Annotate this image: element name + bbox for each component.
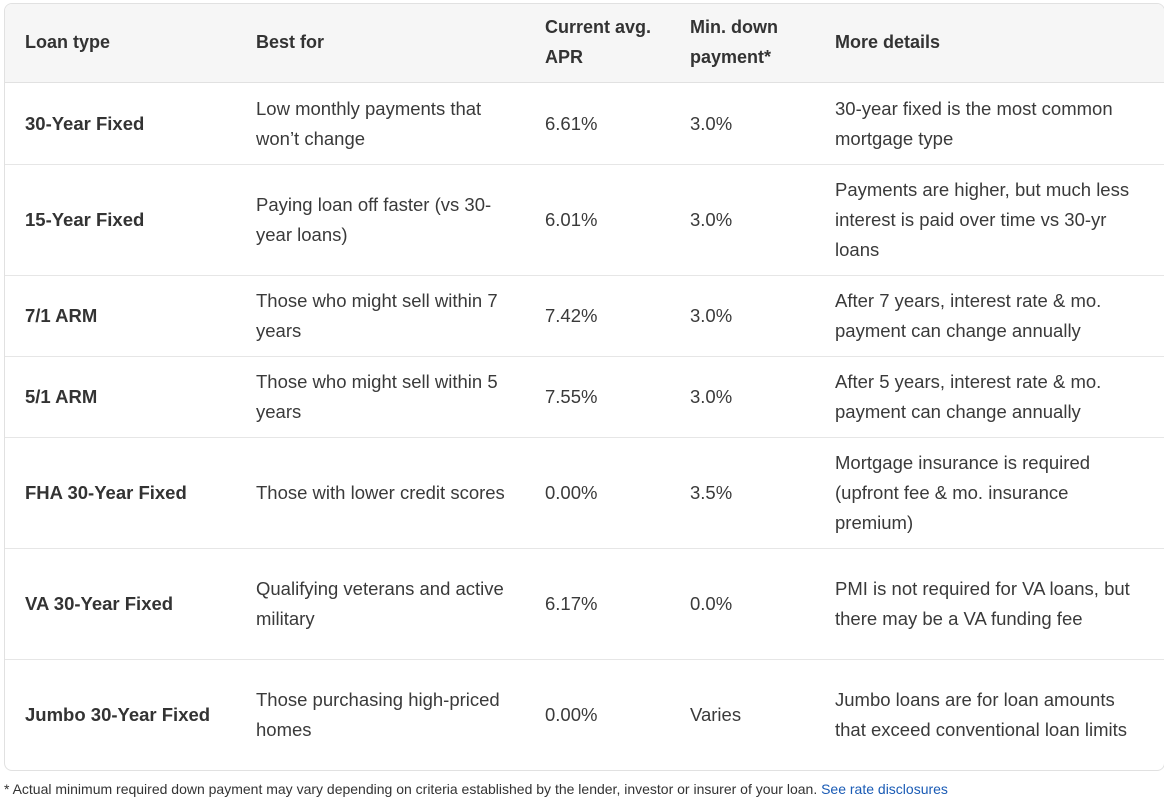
- table-row: VA 30-Year Fixed Qualifying veterans and…: [5, 548, 1164, 659]
- loan-type-cell: 5/1 ARM: [5, 356, 236, 437]
- apr-cell: 6.61%: [545, 112, 598, 134]
- header-best-for: Best for: [236, 4, 525, 83]
- down-payment-cell: 3.0%: [670, 164, 815, 275]
- rate-disclosures-link[interactable]: See rate disclosures: [821, 781, 948, 797]
- loan-type-cell: VA 30-Year Fixed: [5, 548, 236, 659]
- header-apr: Current avg. APR: [525, 4, 670, 83]
- down-payment-cell: 3.5%: [670, 437, 815, 548]
- loan-comparison-table: Loan type Best for Current avg. APR Min.…: [4, 3, 1164, 771]
- loan-type-cell: 30-Year Fixed: [25, 112, 145, 134]
- header-more-details: More details: [815, 4, 1164, 83]
- down-payment-cell: 3.0%: [670, 275, 815, 356]
- header-min-down-payment: Min. down payment*: [670, 4, 815, 83]
- footnote: * Actual minimum required down payment m…: [4, 779, 948, 799]
- footnote-text: * Actual minimum required down payment m…: [4, 781, 818, 797]
- apr-cell: 6.01%: [525, 164, 670, 275]
- apr-cell: 0.00%: [525, 659, 670, 770]
- header-loan-type: Loan type: [5, 4, 236, 83]
- best-for-cell: Those who might sell within 5 years: [236, 356, 525, 437]
- apr-cell: 6.17%: [525, 548, 670, 659]
- apr-cell: 0.00%: [525, 437, 670, 548]
- apr-cell: 7.42%: [525, 275, 670, 356]
- table-row: 7/1 ARM Those who might sell within 7 ye…: [5, 275, 1164, 356]
- loan-type-cell: 15-Year Fixed: [5, 164, 236, 275]
- table-row: Jumbo 30-Year Fixed Those purchasing hig…: [5, 659, 1164, 770]
- table-row: 5/1 ARM Those who might sell within 5 ye…: [5, 356, 1164, 437]
- apr-cell: 7.55%: [525, 356, 670, 437]
- loan-type-cell: FHA 30-Year Fixed: [5, 437, 236, 548]
- best-for-cell: Those who might sell within 7 years: [236, 275, 525, 356]
- loan-type-cell: 7/1 ARM: [5, 275, 236, 356]
- loan-type-cell: Jumbo 30-Year Fixed: [5, 659, 236, 770]
- details-cell: PMI is not required for VA loans, but th…: [815, 548, 1164, 659]
- table-row: FHA 30-Year Fixed Those with lower credi…: [5, 437, 1164, 548]
- table-row: 30-Year Fixed Low monthly payments that …: [5, 83, 1164, 164]
- loan-comparison-table-container: Loan type Best for Current avg. APR Min.…: [4, 3, 1164, 771]
- down-payment-cell: 3.0%: [670, 356, 815, 437]
- details-cell: Payments are higher, but much less inter…: [815, 164, 1164, 275]
- down-payment-cell: 3.0%: [690, 112, 733, 134]
- best-for-cell: Paying loan off faster (vs 30-year loans…: [236, 164, 525, 275]
- details-cell: 30-year fixed is the most common mortgag…: [835, 97, 1113, 149]
- best-for-cell: Those purchasing high-priced homes: [236, 659, 525, 770]
- best-for-cell: Low monthly payments that won’t change: [256, 97, 482, 149]
- details-cell: Mortgage insurance is required (upfront …: [815, 437, 1164, 548]
- details-cell: After 7 years, interest rate & mo. payme…: [815, 275, 1164, 356]
- details-cell: After 5 years, interest rate & mo. payme…: [815, 356, 1164, 437]
- table-header-row: Loan type Best for Current avg. APR Min.…: [5, 4, 1164, 83]
- down-payment-cell: 0.0%: [670, 548, 815, 659]
- table-row: 15-Year Fixed Paying loan off faster (vs…: [5, 164, 1164, 275]
- details-cell: Jumbo loans are for loan amounts that ex…: [815, 659, 1164, 770]
- best-for-cell: Qualifying veterans and active military: [236, 548, 525, 659]
- down-payment-cell: Varies: [670, 659, 815, 770]
- best-for-cell: Those with lower credit scores: [236, 437, 525, 548]
